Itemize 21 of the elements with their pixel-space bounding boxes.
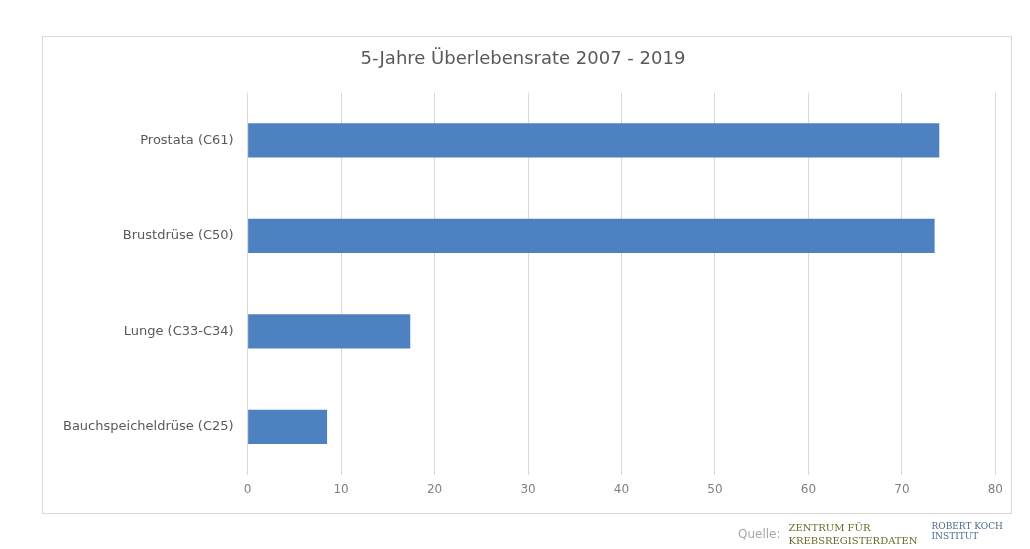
text: ROBERT KOCH INSTITUT bbox=[931, 521, 1004, 541]
x-tick-label: 40 bbox=[613, 481, 630, 496]
x-tick-label: 0 bbox=[243, 481, 252, 496]
bar bbox=[248, 218, 935, 254]
x-tick-label: 30 bbox=[520, 481, 536, 496]
text: ZENTRUM FÜR KREBSREGISTERDATEN bbox=[788, 521, 918, 547]
bar bbox=[248, 314, 411, 349]
y-tick-label: Prostata (C61) bbox=[140, 131, 234, 147]
chart-title: 5-Jahre Überlebensrate 2007 - 2019 bbox=[360, 47, 686, 69]
x-tick-label: 50 bbox=[707, 481, 723, 496]
x-tick-label: 20 bbox=[426, 481, 443, 496]
x-tick-label: 80 bbox=[987, 481, 1004, 496]
bar bbox=[248, 409, 328, 445]
y-tick-label: Lunge (C33-C34) bbox=[123, 322, 234, 338]
source-note: Quelle: bbox=[738, 527, 781, 541]
bar bbox=[248, 123, 940, 158]
x-tick-label: 70 bbox=[894, 481, 910, 496]
y-tick-label: Bauchspeicheldrüse (C25) bbox=[62, 418, 234, 434]
y-tick-label: Brustdrüse (C50) bbox=[122, 227, 234, 243]
x-tick-label: 10 bbox=[333, 481, 349, 496]
x-tick-label: 60 bbox=[800, 481, 817, 496]
